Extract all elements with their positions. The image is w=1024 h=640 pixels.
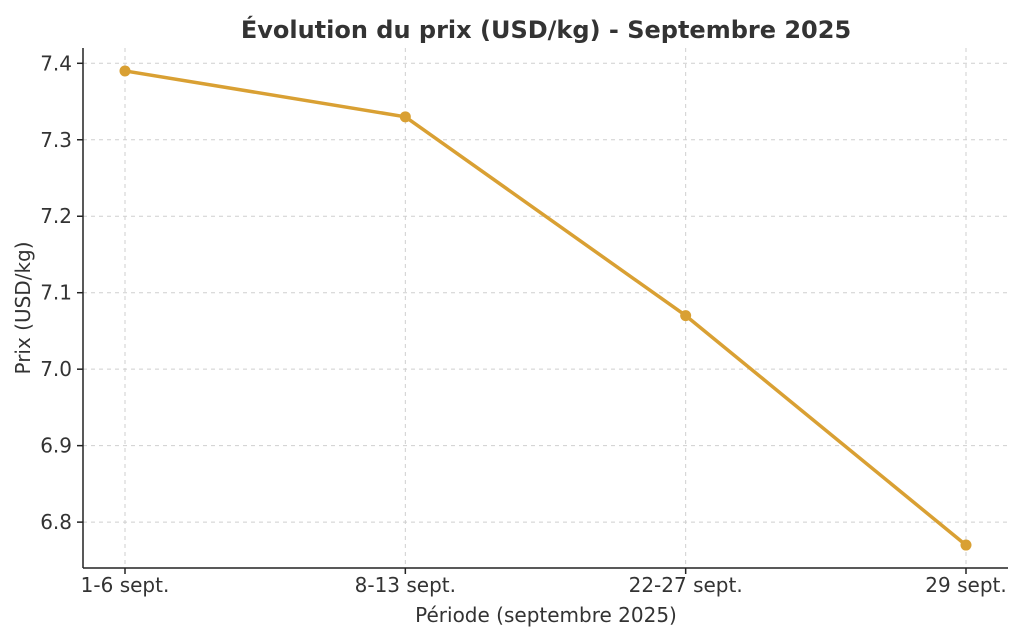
chart-title: Évolution du prix (USD/kg) - Septembre 2… bbox=[241, 15, 851, 44]
data-point bbox=[960, 539, 972, 551]
y-tick-label: 7.0 bbox=[40, 357, 72, 381]
x-tick-label: 8-13 sept. bbox=[355, 573, 456, 597]
x-axis-label: Période (septembre 2025) bbox=[415, 603, 677, 627]
x-tick-label: 22-27 sept. bbox=[629, 573, 743, 597]
tick-marks bbox=[77, 62, 967, 574]
tick-labels: 6.8 6.9 7.0 7.1 7.2 7.3 7.4 1-6 sept. 8-13 sept.… bbox=[40, 51, 1007, 597]
grid-lines bbox=[83, 48, 1008, 568]
y-tick-label: 7.4 bbox=[40, 51, 72, 75]
y-tick-label: 7.1 bbox=[40, 281, 72, 305]
x-tick-label: 1-6 sept. bbox=[81, 573, 170, 597]
x-tick-label: 29 sept. bbox=[925, 573, 1006, 597]
axes bbox=[82, 48, 1008, 569]
y-tick-label: 6.9 bbox=[40, 434, 72, 458]
y-tick-label: 6.8 bbox=[40, 510, 72, 534]
data-point bbox=[680, 310, 692, 322]
data-series bbox=[119, 65, 972, 551]
data-point bbox=[119, 65, 131, 77]
data-point bbox=[399, 111, 411, 123]
y-tick-label: 7.3 bbox=[40, 128, 72, 152]
y-tick-label: 7.2 bbox=[40, 204, 72, 228]
series-line bbox=[123, 69, 968, 547]
y-axis-label: Prix (USD/kg) bbox=[11, 241, 35, 374]
